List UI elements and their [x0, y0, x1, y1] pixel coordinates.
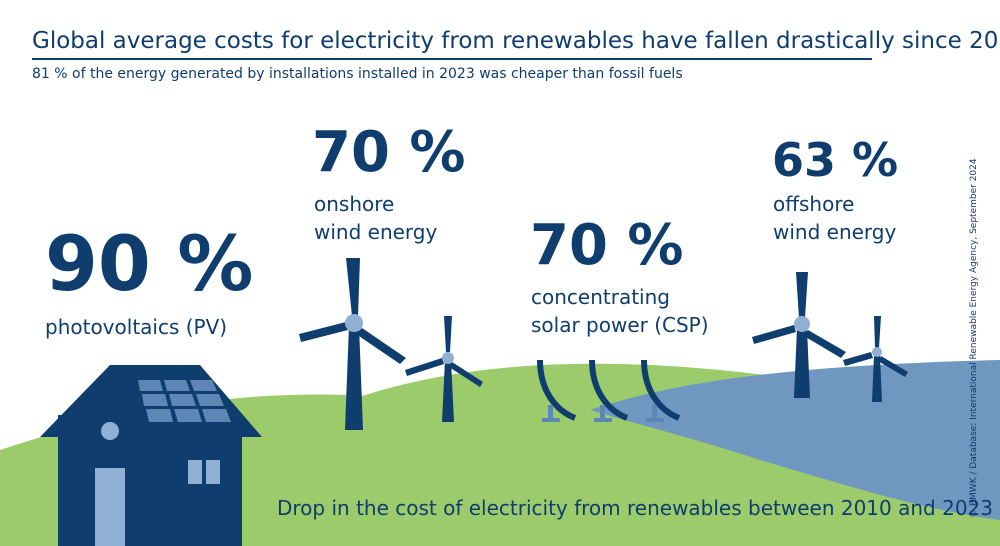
footer-caption: Drop in the cost of electricity from ren…: [277, 496, 993, 520]
offshore-label-line2: wind energy: [773, 220, 897, 244]
onshore-label-line1: onshore: [314, 192, 395, 216]
pv-label: photovoltaics (PV): [45, 315, 228, 339]
csp-percentage: 70 %: [530, 213, 684, 278]
offshore-percentage: 63 %: [772, 133, 899, 187]
title-divider: [32, 58, 872, 60]
sea-icon: [590, 360, 1000, 520]
onshore-label-line2: wind energy: [314, 220, 438, 244]
wind-turbine-icon: [843, 316, 908, 402]
onshore-percentage: 70 %: [312, 120, 466, 185]
infographic-title: Global average costs for electricity fro…: [32, 28, 1000, 54]
wind-turbine-icon: [405, 316, 483, 422]
csp-label-line1: concentrating: [531, 285, 670, 309]
csp-stand-icon: [542, 405, 664, 422]
csp-mirror-icon: [537, 359, 681, 421]
wind-turbine-icon: [752, 272, 846, 398]
solar-panel-icon: [138, 380, 231, 422]
csp-label-line2: solar power (CSP): [531, 313, 709, 337]
source-credit: © BMWK / Database: International Renewab…: [969, 158, 979, 518]
infographic-subtitle: 81 % of the energy generated by installa…: [32, 66, 683, 82]
offshore-label-line1: offshore: [773, 192, 855, 216]
wind-turbine-icon: [299, 258, 406, 430]
pv-percentage: 90 %: [45, 219, 254, 308]
house-icon: [40, 365, 262, 546]
